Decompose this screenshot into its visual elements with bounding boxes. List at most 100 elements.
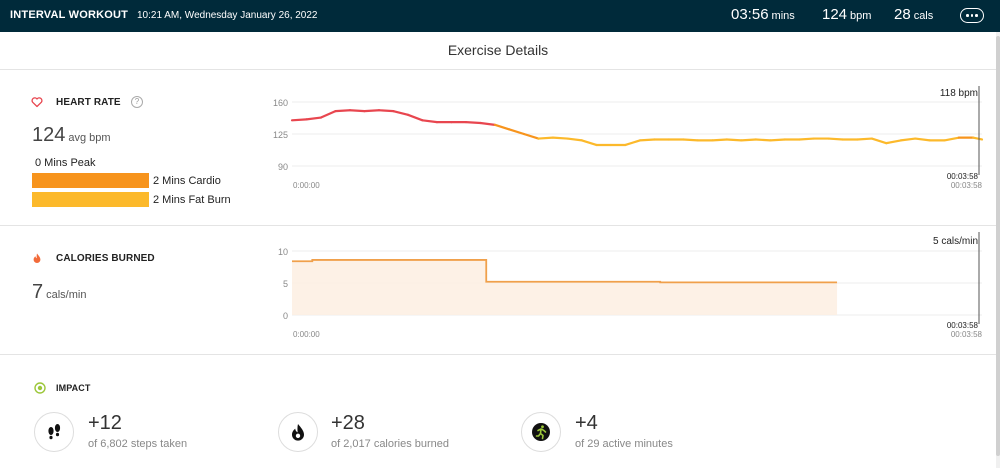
heart-rate-segment [319,110,337,119]
avg-heart-rate: 124 avg bpm [32,124,111,147]
heart-rate-segment [363,109,381,113]
divider [0,225,996,226]
cals-unit: cals [913,10,934,22]
heart-rate-segment [798,137,815,141]
runner-icon [521,412,561,452]
calories-line [292,259,838,284]
y-tick-label: 90 [278,162,288,172]
steps-impact-value: +12 [88,412,122,434]
heart-rate-segment [711,138,728,142]
heart-rate-segment [725,138,743,142]
x-start-label: 0:00:00 [293,181,320,190]
scrollbar-thumb[interactable] [996,36,1000,456]
active-minutes-impact-value: +4 [575,412,598,434]
divider [0,69,996,70]
heart-rate-segment [334,109,352,113]
x-start-label: 0:00:00 [293,330,320,339]
cals-stat: 28 cals [894,6,933,23]
calories-series [292,259,838,315]
heart-rate-segment [972,136,984,141]
avg-heart-rate-value: 124 [32,124,66,146]
heart-rate-segment [870,137,888,145]
heart-rate-segment [769,138,786,142]
y-tick-label: 160 [273,98,288,108]
more-horizontal-icon[interactable] [960,8,984,23]
heart-rate-segment [377,109,395,113]
heart-icon [31,97,43,108]
heart-rate-segment [624,139,641,147]
heart-rate-segment [522,132,540,140]
heart-rate-segment [943,136,960,142]
heart-rate-segment [551,136,569,140]
calories-per-min-value: 7 [32,281,44,303]
y-tick-label: 10 [278,247,288,257]
peak-zone-label: 0 Mins Peak [35,157,96,169]
x-end-label: 00:03:58 [951,181,983,190]
calories-chart[interactable]: 10 5 0 5 cals/min 00:03:58 0:00:00 00:03… [270,232,990,347]
heart-rate-segment [479,121,497,126]
bpm-stat: 124 bpm [822,6,871,23]
heart-rate-segment [406,113,424,122]
y-tick-label: 125 [273,130,288,140]
heart-rate-series [290,109,984,147]
heart-rate-segment [464,121,482,125]
cardio-zone-bar [32,173,149,188]
heart-rate-segment [290,118,308,122]
steps-impact-sub: of 6,802 steps taken [88,438,188,450]
calories-per-min-unit: cals/min [46,289,87,301]
heart-rate-segment [537,136,555,140]
workout-title: INTERVAL WORKOUT [10,9,129,21]
heart-rate-chart[interactable]: 160 125 90 118 bpm 00:03:58 0:00:00 00:0… [270,80,990,195]
x-end-label: 00:03:58 [951,330,983,339]
cals-value: 28 [894,6,911,23]
heart-rate-label: HEART RATE [56,97,121,108]
heart-rate-segment [566,137,584,142]
heart-rate-segment [754,138,772,142]
cursor-time: 00:03:58 [947,321,979,330]
active-minutes-impact-sub: of 29 active minutes [575,438,673,450]
heart-rate-segment [827,137,844,141]
calories-per-min: 7 cals/min [32,281,86,304]
heart-rate-segment [580,139,598,147]
avg-heart-rate-unit: avg bpm [68,132,111,144]
top-bar: INTERVAL WORKOUT 10:21 AM, Wednesday Jan… [0,0,1000,32]
heart-rate-segment [508,128,526,136]
heart-rate-segment [885,139,902,145]
y-tick-label: 5 [283,279,288,289]
cursor-value: 118 bpm [940,88,978,99]
heart-rate-segment [493,123,511,131]
heart-rate-segment [421,119,439,124]
y-tick-label: 0 [283,311,288,321]
heart-rate-segment [740,138,757,142]
bpm-value: 124 [822,6,848,23]
heart-rate-segment [392,110,410,116]
calories-impact-sub: of 2,017 calories burned [331,438,450,450]
impact-label: IMPACT [56,383,91,393]
flame-icon [278,412,318,452]
fatburn-zone-label: 2 Mins Fat Burn [153,194,231,206]
duration-value: 03:56 [731,6,769,23]
heart-rate-segment [638,138,656,142]
divider [0,354,996,355]
page-title: Exercise Details [447,42,549,58]
calories-burned-label: CALORIES BURNED [56,253,155,264]
calories-impact-value: +28 [331,412,365,434]
fatburn-zone-bar [32,192,149,207]
heart-rate-segment [914,137,931,142]
help-icon[interactable]: ? [131,96,143,108]
calories-area-fill [292,259,838,315]
cursor-time: 00:03:58 [947,172,979,181]
bpm-unit: bpm [850,10,872,22]
heart-rate-segment [856,137,873,141]
heart-rate-segment [305,116,323,121]
cardio-zone-label: 2 Mins Cardio [153,175,221,187]
heart-rate-segment [899,137,917,142]
footsteps-icon [34,412,74,452]
workout-datetime: 10:21 AM, Wednesday January 26, 2022 [137,10,318,21]
heart-rate-segment [682,138,699,142]
heart-rate-segment [348,109,366,113]
duration-stat: 03:56 mins [731,6,795,23]
cursor-value: 5 cals/min [933,236,978,247]
flame-icon [33,253,41,263]
target-icon [34,382,46,394]
